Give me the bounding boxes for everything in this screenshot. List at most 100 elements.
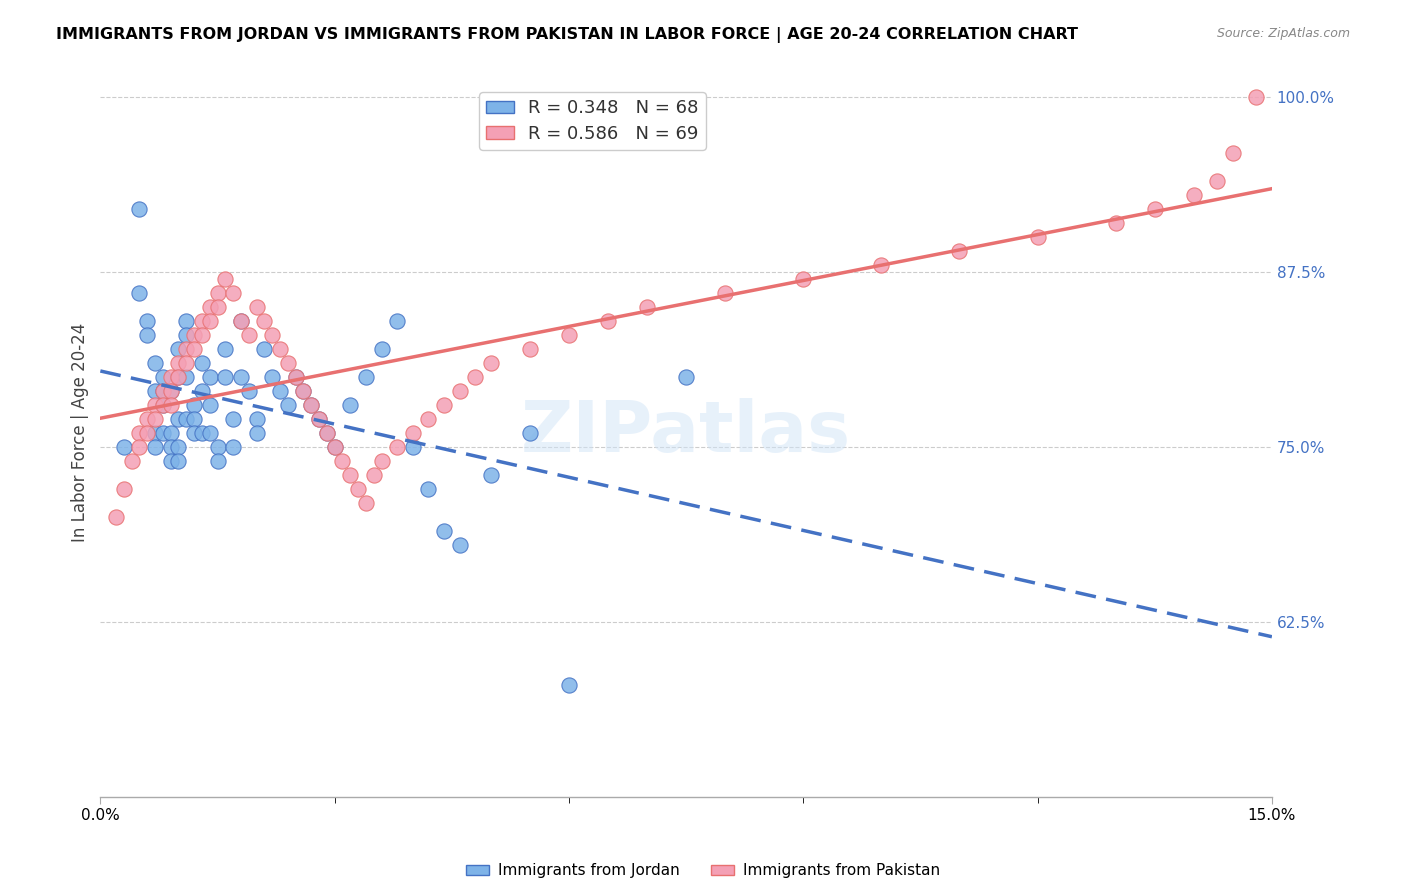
Point bbox=[238, 327, 260, 342]
Point bbox=[136, 425, 159, 440]
Point bbox=[308, 411, 330, 425]
Point bbox=[277, 355, 299, 369]
Point bbox=[354, 495, 377, 509]
Point bbox=[207, 285, 229, 300]
Point bbox=[229, 313, 252, 327]
Point bbox=[245, 425, 267, 440]
Point bbox=[308, 411, 330, 425]
Point bbox=[449, 538, 471, 552]
Point bbox=[167, 342, 190, 356]
Point bbox=[174, 313, 197, 327]
Point bbox=[152, 425, 174, 440]
Point bbox=[363, 467, 385, 482]
Point bbox=[198, 313, 221, 327]
Point bbox=[167, 411, 190, 425]
Point bbox=[152, 384, 174, 398]
Point bbox=[1143, 202, 1166, 216]
Text: IMMIGRANTS FROM JORDAN VS IMMIGRANTS FROM PAKISTAN IN LABOR FORCE | AGE 20-24 CO: IMMIGRANTS FROM JORDAN VS IMMIGRANTS FRO… bbox=[56, 27, 1078, 43]
Point bbox=[519, 425, 541, 440]
Point bbox=[222, 411, 245, 425]
Point bbox=[1026, 229, 1049, 244]
Point bbox=[433, 524, 456, 538]
Point bbox=[167, 369, 190, 384]
Point bbox=[1222, 145, 1244, 160]
Point bbox=[1246, 89, 1268, 103]
Point bbox=[198, 300, 221, 314]
Point bbox=[354, 369, 377, 384]
Point bbox=[222, 285, 245, 300]
Point bbox=[292, 384, 315, 398]
Point bbox=[269, 342, 291, 356]
Point bbox=[167, 440, 190, 454]
Point bbox=[191, 313, 214, 327]
Point bbox=[402, 425, 425, 440]
Point bbox=[167, 453, 190, 467]
Point bbox=[174, 369, 197, 384]
Point bbox=[370, 342, 392, 356]
Point bbox=[315, 425, 337, 440]
Point bbox=[174, 411, 197, 425]
Point bbox=[1182, 187, 1205, 202]
Point bbox=[1105, 215, 1128, 229]
Point bbox=[370, 453, 392, 467]
Point bbox=[269, 384, 291, 398]
Point bbox=[136, 411, 159, 425]
Point bbox=[143, 425, 166, 440]
Point bbox=[464, 369, 486, 384]
Point bbox=[143, 440, 166, 454]
Point bbox=[418, 482, 440, 496]
Point bbox=[402, 440, 425, 454]
Point bbox=[339, 398, 361, 412]
Point bbox=[870, 258, 893, 272]
Point bbox=[207, 300, 229, 314]
Point bbox=[174, 355, 197, 369]
Point bbox=[174, 342, 197, 356]
Point bbox=[152, 398, 174, 412]
Point bbox=[948, 244, 970, 258]
Point bbox=[558, 678, 581, 692]
Point bbox=[167, 369, 190, 384]
Point bbox=[112, 482, 135, 496]
Point bbox=[214, 342, 236, 356]
Point bbox=[347, 482, 370, 496]
Point bbox=[418, 411, 440, 425]
Point bbox=[143, 398, 166, 412]
Point bbox=[136, 313, 159, 327]
Point bbox=[284, 369, 307, 384]
Point bbox=[183, 411, 205, 425]
Point bbox=[183, 425, 205, 440]
Point bbox=[191, 384, 214, 398]
Point bbox=[207, 453, 229, 467]
Text: ZIPatlas: ZIPatlas bbox=[522, 398, 851, 467]
Point bbox=[229, 369, 252, 384]
Text: Source: ZipAtlas.com: Source: ZipAtlas.com bbox=[1216, 27, 1350, 40]
Point bbox=[479, 467, 502, 482]
Point bbox=[558, 327, 581, 342]
Point bbox=[159, 440, 181, 454]
Point bbox=[191, 355, 214, 369]
Point bbox=[143, 355, 166, 369]
Point bbox=[675, 369, 697, 384]
Point bbox=[238, 384, 260, 398]
Point bbox=[159, 453, 181, 467]
Legend: R = 0.348   N = 68, R = 0.586   N = 69: R = 0.348 N = 68, R = 0.586 N = 69 bbox=[479, 92, 706, 150]
Point bbox=[596, 313, 619, 327]
Point bbox=[292, 384, 315, 398]
Point bbox=[299, 398, 322, 412]
Point bbox=[159, 398, 181, 412]
Point bbox=[299, 398, 322, 412]
Point bbox=[167, 355, 190, 369]
Point bbox=[332, 453, 354, 467]
Point bbox=[143, 411, 166, 425]
Point bbox=[198, 425, 221, 440]
Point bbox=[253, 342, 276, 356]
Point bbox=[159, 369, 181, 384]
Point bbox=[245, 411, 267, 425]
Point bbox=[433, 398, 456, 412]
Point bbox=[229, 313, 252, 327]
Point bbox=[207, 440, 229, 454]
Point bbox=[128, 425, 150, 440]
Point bbox=[152, 369, 174, 384]
Y-axis label: In Labor Force | Age 20-24: In Labor Force | Age 20-24 bbox=[72, 323, 89, 542]
Point bbox=[136, 327, 159, 342]
